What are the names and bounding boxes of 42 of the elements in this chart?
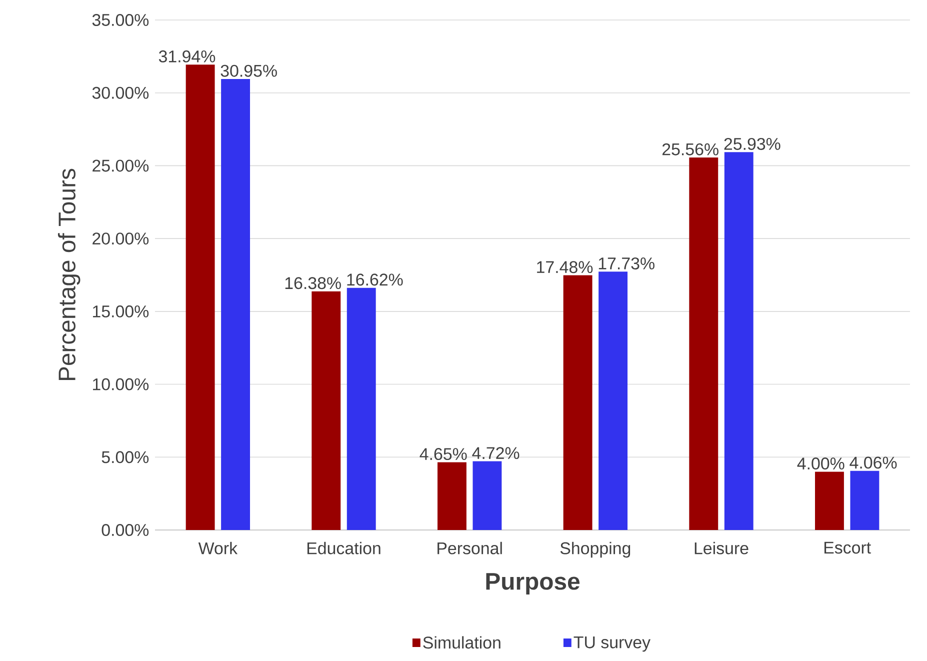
data-label: 25.93% bbox=[724, 138, 780, 150]
legend-label: TU survey bbox=[574, 636, 650, 652]
bar bbox=[563, 275, 592, 530]
data-label: 17.48% bbox=[537, 261, 593, 274]
x-tick-label: Work bbox=[198, 542, 238, 554]
x-tick-label: Personal bbox=[438, 542, 502, 554]
bar bbox=[598, 272, 628, 530]
x-axis-title: Purpose bbox=[486, 573, 580, 595]
y-tick-label: 0.00% bbox=[102, 524, 149, 536]
x-tick-label: Leisure bbox=[694, 542, 748, 554]
bar bbox=[724, 152, 754, 530]
y-tick-label: 10.00% bbox=[93, 378, 149, 390]
y-tick-label: 30.00% bbox=[92, 86, 149, 99]
x-tick-label: Education bbox=[307, 542, 380, 554]
y-tick-label: 35.00% bbox=[92, 14, 149, 26]
bar bbox=[312, 291, 341, 530]
legend-label: Simulation bbox=[423, 636, 500, 649]
bar bbox=[850, 470, 880, 530]
y-tick-label: 25.00% bbox=[92, 160, 149, 172]
data-label: 25.56% bbox=[662, 143, 718, 156]
bar bbox=[346, 288, 376, 530]
data-label: 17.73% bbox=[598, 257, 654, 270]
y-tick-label: 5.00% bbox=[102, 451, 149, 464]
bar bbox=[186, 64, 215, 530]
bar bbox=[815, 472, 844, 530]
bar bbox=[221, 79, 250, 530]
y-tick-label: 20.00% bbox=[92, 232, 149, 245]
data-label: 16.38% bbox=[285, 277, 341, 290]
bar bbox=[438, 462, 466, 530]
x-tick-label: Shopping bbox=[560, 542, 630, 558]
bar bbox=[472, 461, 502, 530]
y-tick-label: 15.00% bbox=[93, 305, 149, 318]
data-label: 4.65% bbox=[420, 448, 467, 460]
x-tick-label: Escort bbox=[824, 542, 871, 554]
y-axis-title: Percentage of Tours bbox=[58, 168, 80, 380]
bar bbox=[689, 158, 718, 530]
data-label: 16.62% bbox=[347, 274, 403, 286]
data-label: 4.72% bbox=[472, 447, 520, 460]
data-label: 30.95% bbox=[220, 64, 277, 77]
data-label: 31.94% bbox=[158, 50, 216, 62]
data-label: 4.06% bbox=[850, 456, 897, 469]
data-label: 4.00% bbox=[797, 458, 844, 470]
